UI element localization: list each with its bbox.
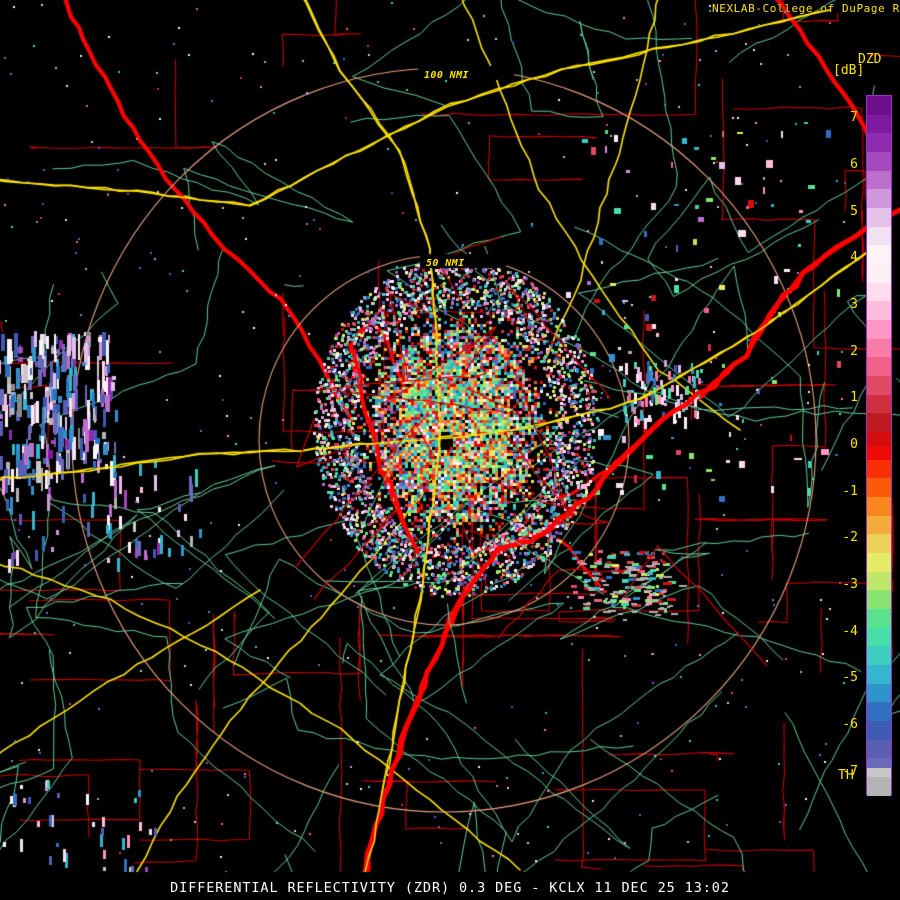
colorbar-tick-2: 2 [850,343,858,359]
colorbar-tick-minus7: -7 [842,763,858,779]
colorbar-tick-7: 7 [850,110,858,126]
range-ring-label-50nmi: 50 NMI [426,258,465,269]
range-ring-label-100nmi: 100 NMI [424,70,469,81]
colorbar-tick-minus3: -3 [842,577,858,592]
colorbar-tick-minus2: -2 [842,530,858,546]
colorbar-tick-0: 0 [850,437,858,452]
brand-label: NEXLAB-College of DuPage R [712,2,900,15]
colorbar-gradient [866,95,892,796]
colorbar-tick-minus5: -5 [842,670,858,686]
colorbar-tick-minus1: -1 [842,483,858,499]
colorbar-tick-3: 3 [850,297,858,312]
colorbar-units-label: [dB] [833,63,865,78]
colorbar-tick-5: 5 [850,203,858,219]
colorbar[interactable] [866,95,892,796]
colorbar-tick-4: 4 [850,250,858,266]
colorbar-tick-6: 6 [850,157,858,172]
footer-caption: DIFFERENTIAL REFLECTIVITY (ZDR) 0.3 DEG … [170,880,730,896]
colorbar-product-label: DZD [858,52,882,67]
colorbar-tick-1: 1 [850,390,858,406]
colorbar-tick-minus6: -6 [842,717,858,732]
colorbar-threshold-label: TH [838,768,854,783]
colorbar-tick-minus4: -4 [842,623,858,639]
